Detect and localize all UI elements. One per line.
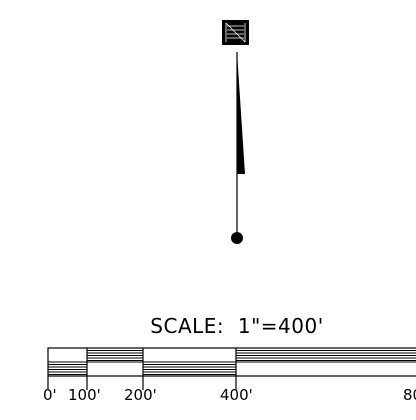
scale-label-100: 100': [68, 386, 101, 404]
north-arrow: [222, 20, 249, 244]
scale-segment-200-400: [143, 364, 236, 375]
scale-label-200: 200': [124, 386, 157, 404]
scale-label-800: 800': [403, 386, 416, 404]
scale-segment-0-100: [48, 364, 87, 375]
north-arrow-base-dot: [231, 232, 243, 244]
scale-segment-400-800: [236, 350, 416, 361]
north-letter-icon: [222, 20, 249, 45]
scale-title: SCALE: 1"=400': [150, 314, 324, 338]
north-arrow-pointer: [237, 52, 245, 174]
scale-label-400: 400': [220, 386, 253, 404]
scale-segment-100-200: [87, 350, 143, 361]
scale-label-0: 0': [43, 386, 57, 404]
scale-bar: [47, 347, 416, 390]
